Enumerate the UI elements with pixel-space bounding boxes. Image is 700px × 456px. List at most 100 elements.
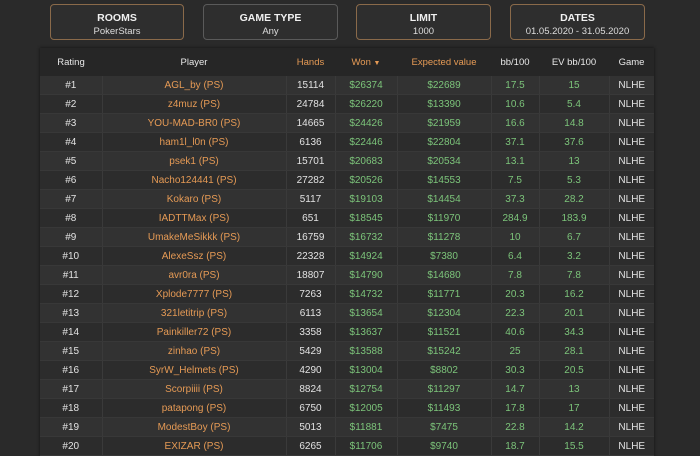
rating-cell: #1 — [40, 76, 103, 95]
won-cell: $13637 — [335, 322, 398, 342]
expected-value-cell: $11970 — [397, 208, 492, 228]
player-link[interactable]: AGL_by (PS) — [102, 76, 287, 95]
expected-value-cell: $14454 — [397, 189, 492, 209]
filter-game-type[interactable]: GAME TYPE Any — [203, 4, 338, 40]
header-won[interactable]: Won ▼ — [335, 48, 397, 76]
ev-bb100-cell: 13 — [539, 151, 610, 171]
rating-cell: #15 — [40, 341, 103, 361]
expected-value-cell: $11493 — [397, 398, 492, 418]
caret-down-icon: ▼ — [373, 59, 381, 67]
player-link[interactable]: IADTTMax (PS) — [102, 208, 287, 228]
player-link[interactable]: 321letitrip (PS) — [102, 303, 287, 323]
rating-cell: #11 — [40, 265, 103, 285]
header-bb100: bb/100 — [491, 48, 539, 76]
filter-dates[interactable]: DATES 01.05.2020 - 31.05.2020 — [510, 4, 645, 40]
player-link[interactable]: patapong (PS) — [102, 398, 287, 418]
table-row: #10 AlexeSsz (PS) 22328 $14924 $7380 6.4 3.2 NL… — [40, 246, 654, 266]
ev-bb100-cell: 13 — [539, 379, 610, 399]
header-expected-value[interactable]: Expected value — [397, 48, 491, 76]
expected-value-cell: $21959 — [397, 113, 492, 133]
filter-value: PokerStars — [93, 26, 141, 37]
expected-value-cell: $7475 — [397, 417, 492, 437]
player-link[interactable]: Painkiller72 (PS) — [102, 322, 287, 342]
bb100-cell: 22.3 — [491, 303, 540, 323]
header-hands[interactable]: Hands — [286, 48, 335, 76]
ev-bb100-cell: 20.5 — [539, 360, 610, 380]
player-link[interactable]: UmakeMeSikkk (PS) — [102, 227, 287, 247]
bb100-cell: 17.5 — [491, 76, 540, 95]
hands-cell: 6265 — [286, 436, 336, 456]
ev-bb100-cell: 17 — [539, 398, 610, 418]
player-link[interactable]: psek1 (PS) — [102, 151, 287, 171]
hands-cell: 15114 — [286, 76, 336, 95]
player-link[interactable]: Kokaro (PS) — [102, 189, 287, 209]
rating-cell: #6 — [40, 170, 103, 190]
hands-cell: 16759 — [286, 227, 336, 247]
player-link[interactable]: avr0ra (PS) — [102, 265, 287, 285]
player-link[interactable]: SyrW_Helmets (PS) — [102, 360, 287, 380]
won-cell: $12005 — [335, 398, 398, 418]
player-link[interactable]: ham1l_l0n (PS) — [102, 132, 287, 152]
bb100-cell: 40.6 — [491, 322, 540, 342]
player-link[interactable]: EXIZAR (PS) — [102, 436, 287, 456]
hands-cell: 3358 — [286, 322, 336, 342]
won-cell: $19103 — [335, 189, 398, 209]
player-link[interactable]: Scorpiiii (PS) — [102, 379, 287, 399]
filter-bar: ROOMS PokerStars GAME TYPE Any LIMIT 100… — [0, 4, 700, 42]
filter-rooms[interactable]: ROOMS PokerStars — [50, 4, 184, 40]
game-cell: NLHE — [609, 360, 654, 380]
rating-cell: #14 — [40, 322, 103, 342]
ev-bb100-cell: 15.5 — [539, 436, 610, 456]
bb100-cell: 10 — [491, 227, 540, 247]
rating-cell: #10 — [40, 246, 103, 266]
hands-cell: 4290 — [286, 360, 336, 380]
header-ev-bb100: EV bb/100 — [539, 48, 609, 76]
player-link[interactable]: zinhao (PS) — [102, 341, 287, 361]
ev-bb100-cell: 6.7 — [539, 227, 610, 247]
bb100-cell: 7.8 — [491, 265, 540, 285]
player-link[interactable]: Nacho124441 (PS) — [102, 170, 287, 190]
game-cell: NLHE — [609, 208, 654, 228]
bb100-cell: 10.6 — [491, 94, 540, 114]
bb100-cell: 22.8 — [491, 417, 540, 437]
ev-bb100-cell: 14.8 — [539, 113, 610, 133]
hands-cell: 15701 — [286, 151, 336, 171]
bb100-cell: 13.1 — [491, 151, 540, 171]
won-cell: $20683 — [335, 151, 398, 171]
filter-limit[interactable]: LIMIT 1000 — [356, 4, 491, 40]
bb100-cell: 37.1 — [491, 132, 540, 152]
bb100-cell: 14.7 — [491, 379, 540, 399]
table-row: #17 Scorpiiii (PS) 8824 $12754 $11297 14.7 13 N… — [40, 379, 654, 399]
leaderboard-table: Rating Player Hands Won ▼ Expected value… — [40, 48, 654, 456]
expected-value-cell: $11521 — [397, 322, 492, 342]
ev-bb100-cell: 37.6 — [539, 132, 610, 152]
rating-cell: #5 — [40, 151, 103, 171]
game-cell: NLHE — [609, 246, 654, 266]
table-row: #8 IADTTMax (PS) 651 $18545 $11970 284.9 183.9… — [40, 208, 654, 228]
bb100-cell: 20.3 — [491, 284, 540, 304]
player-link[interactable]: Xplode7777 (PS) — [102, 284, 287, 304]
hands-cell: 5117 — [286, 189, 336, 209]
hands-cell: 22328 — [286, 246, 336, 266]
bb100-cell: 17.8 — [491, 398, 540, 418]
ev-bb100-cell: 5.3 — [539, 170, 610, 190]
won-cell: $18545 — [335, 208, 398, 228]
player-link[interactable]: YOU-MAD-BR0 (PS) — [102, 113, 287, 133]
bb100-cell: 6.4 — [491, 246, 540, 266]
player-link[interactable]: AlexeSsz (PS) — [102, 246, 287, 266]
game-cell: NLHE — [609, 322, 654, 342]
game-cell: NLHE — [609, 189, 654, 209]
bb100-cell: 37.3 — [491, 189, 540, 209]
table-row: #2 z4muz (PS) 24784 $26220 $13390 10.6 5.4 NLHE — [40, 94, 654, 114]
expected-value-cell: $14553 — [397, 170, 492, 190]
game-cell: NLHE — [609, 436, 654, 456]
player-link[interactable]: z4muz (PS) — [102, 94, 287, 114]
table-row: #12 Xplode7777 (PS) 7263 $14732 $11771 20.3 16… — [40, 284, 654, 304]
game-cell: NLHE — [609, 398, 654, 418]
game-cell: NLHE — [609, 284, 654, 304]
player-link[interactable]: ModestBoy (PS) — [102, 417, 287, 437]
expected-value-cell: $15242 — [397, 341, 492, 361]
table-row: #16 SyrW_Helmets (PS) 4290 $13004 $8802 30.3 2… — [40, 360, 654, 380]
game-cell: NLHE — [609, 379, 654, 399]
won-cell: $26374 — [335, 76, 398, 95]
